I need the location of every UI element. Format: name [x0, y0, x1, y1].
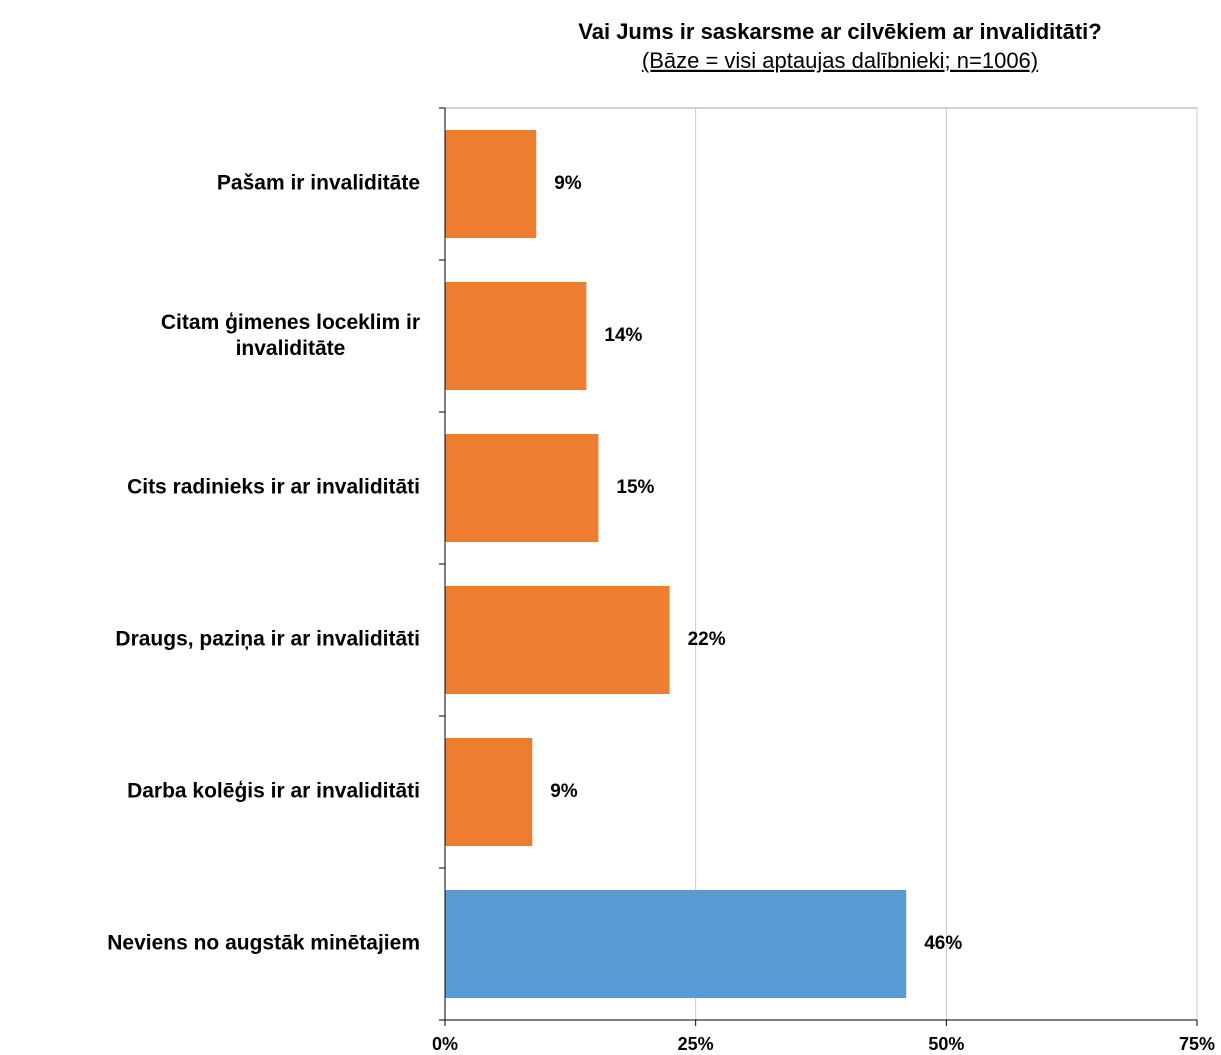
- x-tick-label: 0%: [432, 1034, 458, 1054]
- category-label: Draugs, paziņa ir ar invaliditāti: [115, 628, 420, 651]
- bar: [445, 738, 533, 846]
- category-label: Darba kolēģis ir ar invaliditāti: [127, 780, 420, 803]
- bar: [445, 130, 537, 238]
- data-label: 14%: [604, 325, 642, 346]
- bar: [445, 434, 599, 542]
- data-label: 46%: [924, 933, 962, 954]
- bar: [445, 282, 587, 390]
- bar: [445, 586, 670, 694]
- category-label: Pašam ir invaliditāte: [217, 172, 420, 195]
- plot-frame: [444, 107, 1198, 1021]
- chart-subtitle: (Bāze = visi aptaujas dalībnieki; n=1006…: [642, 48, 1038, 73]
- chart-title: Vai Jums ir saskarsme ar cilvēkiem ar in…: [578, 19, 1101, 44]
- data-label: 9%: [550, 781, 578, 802]
- category-label: Cits radinieks ir ar invaliditāti: [127, 476, 420, 499]
- x-tick-label: 25%: [678, 1034, 714, 1054]
- x-tick-label: 75%: [1179, 1034, 1215, 1054]
- bar: [445, 890, 907, 998]
- data-label: 22%: [688, 629, 726, 650]
- data-label: 15%: [616, 477, 654, 498]
- category-label: Citam ģimenes loceklim ir invaliditāte: [161, 311, 420, 360]
- x-tick-label: 50%: [928, 1034, 964, 1054]
- data-label: 9%: [554, 173, 582, 194]
- category-label: Neviens no augstāk minētajiem: [107, 932, 420, 955]
